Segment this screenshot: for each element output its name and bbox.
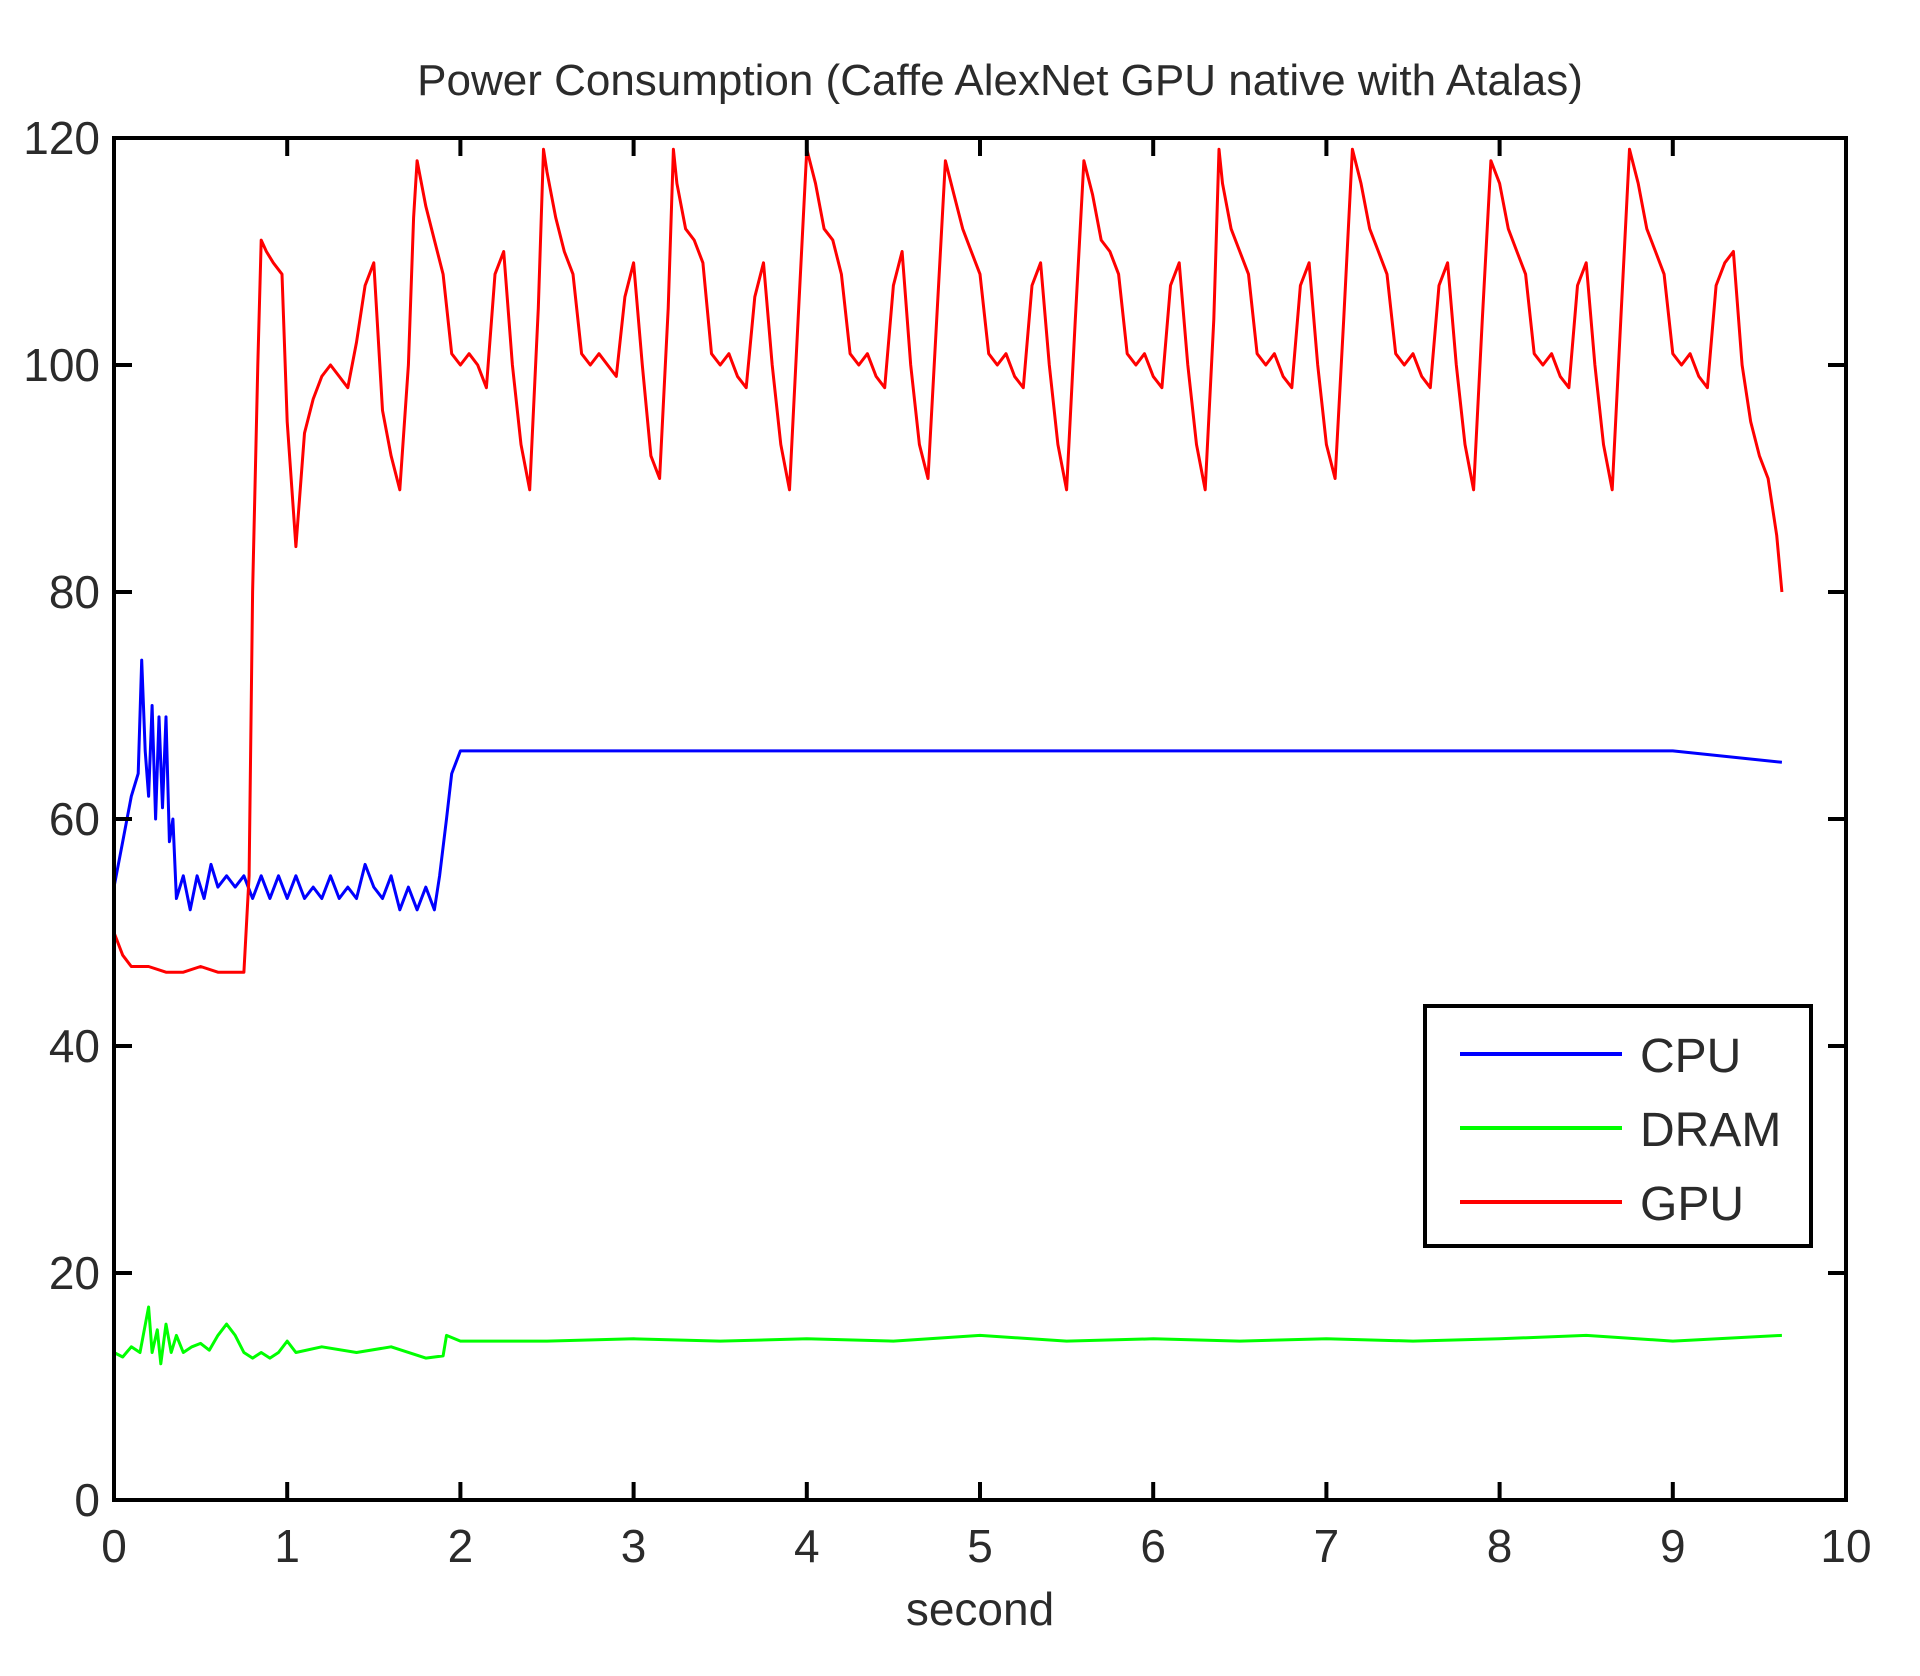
y-tick-label: 0: [74, 1474, 100, 1526]
series-line-dram: [113, 1305, 1782, 1366]
x-tick-label: 4: [794, 1520, 820, 1572]
x-tick-label: 3: [621, 1520, 647, 1572]
legend-label-gpu: GPU: [1640, 1178, 1744, 1231]
legend-item-dram: DRAM: [1460, 1104, 1781, 1157]
y-tick-label: 120: [23, 112, 100, 164]
x-tick-label: 0: [101, 1520, 127, 1572]
x-tick-labels: 0 1 2 3 4 5 6 7 8 9 10: [101, 1520, 1871, 1572]
chart-title: Power Consumption (Caffe AlexNet GPU nat…: [417, 56, 1583, 105]
x-tick-label: 8: [1487, 1520, 1513, 1572]
x-tick-label: 5: [967, 1520, 993, 1572]
plot-lines: [112, 147, 1784, 1366]
x-tick-label: 6: [1140, 1520, 1166, 1572]
y-tick-labels: 0 20 40 60 80 100 120: [23, 112, 100, 1526]
y-tick-label: 80: [49, 566, 100, 618]
y-tick-label: 60: [49, 793, 100, 845]
x-axis-label: second: [906, 1583, 1054, 1635]
x-tick-label: 9: [1660, 1520, 1686, 1572]
series-line-cpu: [112, 658, 1783, 912]
axis-ticks: [112, 136, 1848, 1502]
legend-label-cpu: CPU: [1640, 1030, 1741, 1083]
legend-item-gpu: GPU: [1460, 1178, 1744, 1231]
x-tick-label: 10: [1820, 1520, 1871, 1572]
legend-label-dram: DRAM: [1640, 1104, 1781, 1157]
x-tick-label: 7: [1314, 1520, 1340, 1572]
y-tick-label: 20: [49, 1247, 100, 1299]
y-tick-label: 40: [49, 1020, 100, 1072]
series-line-gpu: [112, 147, 1784, 974]
x-tick-label: 1: [274, 1520, 300, 1572]
legend-item-cpu: CPU: [1460, 1030, 1741, 1083]
legend: CPU DRAM GPU: [1423, 1004, 1813, 1248]
y-tick-label: 100: [23, 339, 100, 391]
x-tick-label: 2: [448, 1520, 474, 1572]
